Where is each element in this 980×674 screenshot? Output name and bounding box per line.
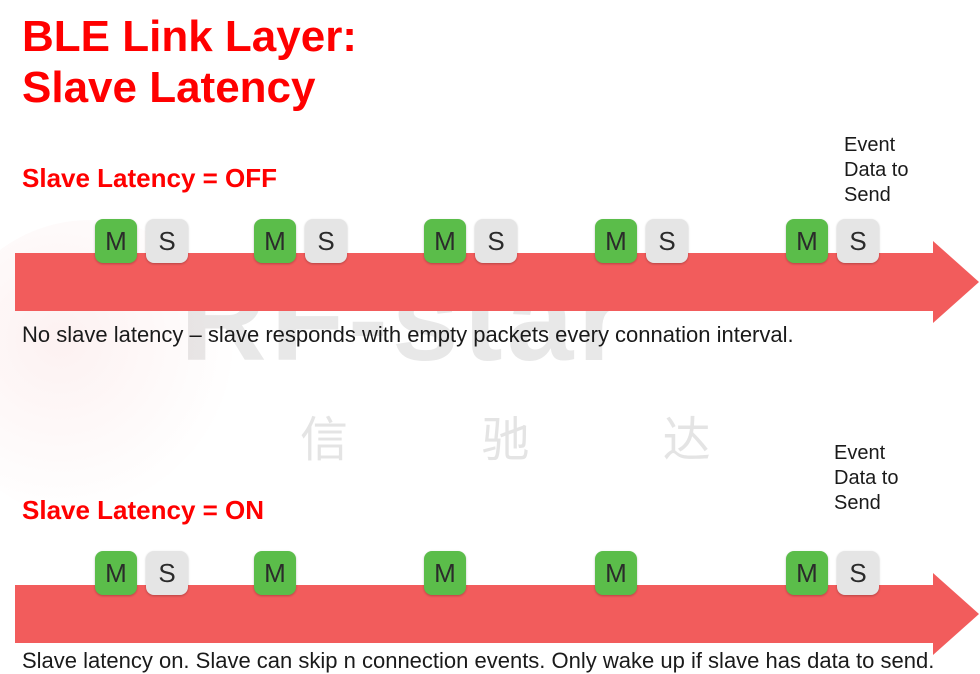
event-line1: Event: [844, 134, 895, 156]
arrow-head-icon: [933, 573, 979, 655]
event-line3: Send: [834, 492, 881, 514]
off-packet-m-2: M: [254, 219, 296, 263]
event-line1: Event: [834, 442, 885, 464]
off-packet-m-0: M: [95, 219, 137, 263]
event-label-on: Event Data to Send: [834, 441, 898, 516]
on-packet-s-1: S: [146, 551, 188, 595]
caption-on: Slave latency on. Slave can skip n conne…: [22, 648, 934, 674]
off-packet-m-6: M: [595, 219, 637, 263]
off-packet-s-9: S: [837, 219, 879, 263]
on-packet-m-2: M: [254, 551, 296, 595]
section-on-label: Slave Latency = ON: [22, 495, 264, 526]
off-packet-s-1: S: [146, 219, 188, 263]
on-packet-m-5: M: [786, 551, 828, 595]
title-line2: Slave Latency: [22, 63, 316, 112]
title-line1: BLE Link Layer:: [22, 12, 357, 61]
on-packet-m-4: M: [595, 551, 637, 595]
off-packet-s-5: S: [475, 219, 517, 263]
watermark-sub: 信 驰 达: [300, 400, 771, 470]
off-packet-s-3: S: [305, 219, 347, 263]
arrow-head-icon: [933, 241, 979, 323]
off-packet-s-7: S: [646, 219, 688, 263]
caption-off: No slave latency – slave responds with e…: [22, 322, 794, 348]
on-packet-m-0: M: [95, 551, 137, 595]
on-packet-m-3: M: [424, 551, 466, 595]
event-line2: Data to: [834, 467, 898, 489]
event-label-off: Event Data to Send: [844, 133, 908, 208]
off-packet-m-4: M: [424, 219, 466, 263]
off-packet-m-8: M: [786, 219, 828, 263]
section-off-label: Slave Latency = OFF: [22, 163, 277, 194]
page-title: BLE Link Layer: Slave Latency: [22, 12, 357, 113]
on-packet-s-6: S: [837, 551, 879, 595]
event-line2: Data to: [844, 159, 908, 181]
event-line3: Send: [844, 184, 891, 206]
